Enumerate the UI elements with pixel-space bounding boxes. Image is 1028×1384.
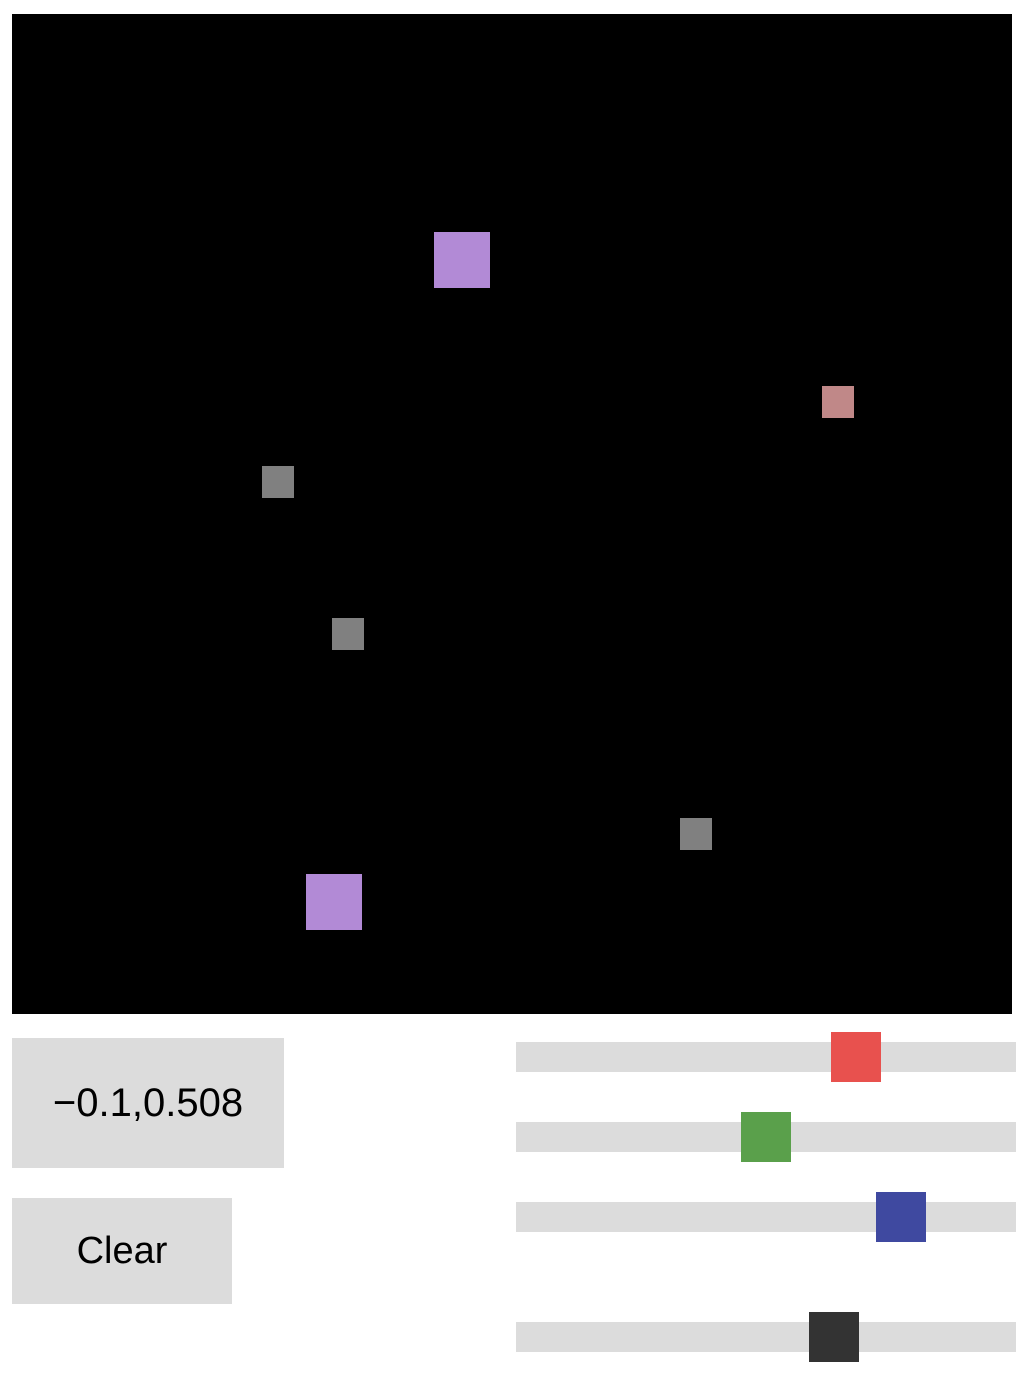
purple-square-upper [434,232,490,288]
slider-track[interactable] [516,1042,1016,1072]
red-slider[interactable] [516,1032,1016,1082]
pink-square [822,386,854,418]
dark-slider-thumb[interactable] [809,1312,859,1362]
slider-track[interactable] [516,1322,1016,1352]
green-slider-thumb[interactable] [741,1112,791,1162]
gray-square-upper-left [262,466,294,498]
blue-slider[interactable] [516,1192,1016,1242]
green-slider[interactable] [516,1112,1016,1162]
gray-square-middle-left [332,618,364,650]
blue-slider-thumb[interactable] [876,1192,926,1242]
slider-track[interactable] [516,1202,1016,1232]
drawing-canvas[interactable] [12,14,1012,1014]
red-slider-thumb[interactable] [831,1032,881,1082]
purple-square-lower [306,874,362,930]
clear-button[interactable]: Clear [12,1198,232,1304]
gray-square-lower-right [680,818,712,850]
coordinate-readout: −0.1,0.508 [12,1038,284,1168]
dark-slider[interactable] [516,1312,1016,1362]
